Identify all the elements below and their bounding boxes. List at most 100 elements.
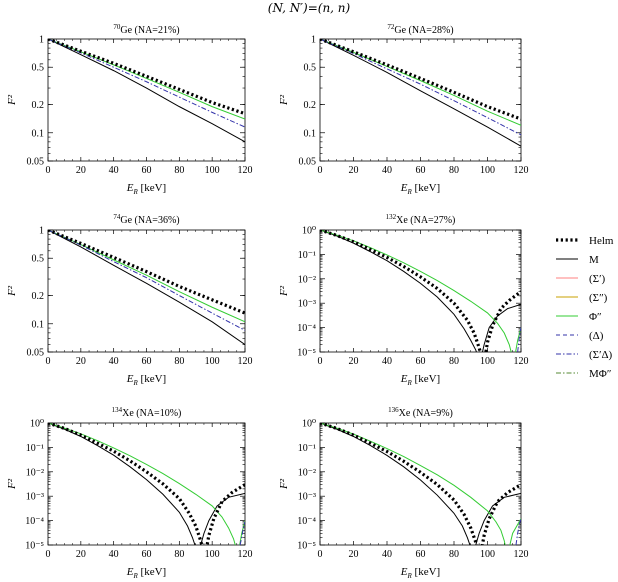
x-tick-label: 40 bbox=[382, 165, 392, 176]
y-tick-label: 10⁻⁴ bbox=[297, 323, 316, 334]
x-tick-label: 20 bbox=[349, 549, 359, 560]
x-tick-label: 0 bbox=[46, 165, 51, 176]
x-axis-label: ER [keV] bbox=[400, 182, 440, 196]
x-axis-label: ER [keV] bbox=[400, 373, 440, 387]
y-tick-label: 0.05 bbox=[27, 348, 45, 359]
series-line-series bbox=[48, 230, 245, 323]
y-tick-label: 1 bbox=[39, 226, 44, 237]
panel-title-text: Ge (NA=28%) bbox=[394, 25, 453, 36]
y-tick-label: 10⁻² bbox=[26, 467, 44, 478]
plot-area bbox=[320, 39, 521, 147]
x-axis-label-subscript: R bbox=[407, 379, 413, 387]
series-line-series bbox=[320, 39, 521, 126]
x-tick-label: 80 bbox=[174, 165, 184, 176]
x-tick-label: 100 bbox=[480, 165, 495, 176]
series-line-m bbox=[320, 39, 521, 147]
chart-panel-70ge: 1 0.5 0.2 0.1 0.050 20 40 60 80 100 120 70Ge (NA=21… bbox=[6, 23, 253, 196]
y-tick-label: 0.1 bbox=[32, 128, 45, 139]
x-tick-label: 20 bbox=[76, 165, 86, 176]
y-tick-label: 0.1 bbox=[304, 128, 317, 139]
x-tick-label: 40 bbox=[109, 356, 119, 367]
series-line-series bbox=[320, 230, 521, 352]
x-tick-label: 20 bbox=[349, 356, 359, 367]
y-tick-label: 10⁰ bbox=[302, 419, 316, 430]
y-tick-label: 0.2 bbox=[32, 291, 45, 302]
y-tick-label: 10⁻⁴ bbox=[297, 516, 316, 527]
x-tick-label: 40 bbox=[382, 549, 392, 560]
plot-frame bbox=[47, 38, 246, 162]
x-tick-label: 60 bbox=[142, 165, 152, 176]
x-tick-label: 0 bbox=[46, 356, 51, 367]
series-line-helm bbox=[48, 230, 245, 315]
x-axis-label-unit: [keV] bbox=[412, 566, 440, 578]
panel-title-text: Xe (NA=9%) bbox=[399, 408, 453, 419]
chart-panel-74ge: 1 0.5 0.2 0.1 0.050 20 40 60 80 100 120 74Ge (NA=36… bbox=[6, 213, 253, 387]
series-line-m bbox=[320, 423, 521, 545]
x-axis-label-subscript: R bbox=[407, 572, 413, 580]
plot-area bbox=[320, 230, 521, 352]
y-tick-label: 0.5 bbox=[32, 63, 45, 74]
y-tick-label: 10⁻² bbox=[298, 274, 316, 285]
plot-frame bbox=[319, 422, 522, 546]
plot-frame bbox=[47, 229, 246, 353]
plot-frame bbox=[319, 38, 522, 162]
x-tick-label: 0 bbox=[318, 549, 323, 560]
y-axis-label: F² bbox=[6, 94, 18, 106]
series-line-series bbox=[48, 39, 245, 120]
y-tick-label: 1 bbox=[311, 35, 316, 46]
y-tick-label: 10⁻¹ bbox=[298, 443, 316, 454]
y-tick-label: 10⁰ bbox=[30, 419, 44, 430]
x-tick-label: 120 bbox=[238, 165, 253, 176]
panel-title: 74Ge (NA=36%) bbox=[113, 213, 179, 226]
x-tick-label: 120 bbox=[514, 549, 529, 560]
plot-area bbox=[320, 423, 521, 545]
y-tick-label: 10⁻¹ bbox=[298, 250, 316, 261]
series-line-m bbox=[48, 423, 245, 545]
y-tick-label: 10⁻³ bbox=[298, 492, 316, 503]
plot-area bbox=[48, 39, 245, 143]
x-axis-label-symbol: E bbox=[400, 373, 408, 385]
y-tick-label: 0.5 bbox=[32, 254, 45, 265]
panel-title: 136Xe (NA=9%) bbox=[388, 406, 453, 419]
series-line-series bbox=[515, 518, 521, 545]
plot-area bbox=[48, 230, 245, 345]
x-tick-label: 100 bbox=[480, 549, 495, 560]
x-tick-label: 60 bbox=[142, 356, 152, 367]
x-axis-label: ER [keV] bbox=[126, 373, 166, 387]
x-tick-label: 80 bbox=[449, 165, 459, 176]
panel-title-mass-number: 132 bbox=[386, 213, 397, 221]
series-line-helm bbox=[320, 423, 521, 545]
panel-title-text: Ge (NA=21%) bbox=[120, 25, 179, 36]
legend-label: (Σ′Δ) bbox=[589, 349, 613, 361]
y-tick-label: 0.5 bbox=[304, 63, 317, 74]
chart-panel-136xe: 10⁰ 10⁻¹ 10⁻² 10⁻³ 10⁻⁴ 10⁻⁵0 20 40 60 80 100 120 13… bbox=[278, 406, 529, 580]
y-axis-label: F² bbox=[278, 285, 290, 297]
x-axis-label-unit: [keV] bbox=[412, 373, 440, 385]
legend-label: MΦ″ bbox=[589, 368, 611, 380]
series-line-series bbox=[239, 521, 245, 545]
x-tick-label: 100 bbox=[205, 356, 220, 367]
y-tick-label: 1 bbox=[39, 35, 44, 46]
x-tick-label: 100 bbox=[480, 356, 495, 367]
y-tick-label: 0.05 bbox=[27, 157, 45, 168]
x-tick-label: 60 bbox=[416, 549, 426, 560]
x-tick-label: 0 bbox=[318, 165, 323, 176]
x-tick-label: 80 bbox=[449, 549, 459, 560]
x-tick-label: 80 bbox=[174, 356, 184, 367]
series-line-series bbox=[48, 230, 245, 331]
panel-title-mass-number: 136 bbox=[388, 406, 399, 414]
y-tick-label: 10⁻⁴ bbox=[25, 516, 44, 527]
series-line-helm bbox=[48, 423, 245, 545]
y-tick-label: 10⁻² bbox=[298, 467, 316, 478]
plot-area bbox=[48, 423, 245, 545]
series-line-helm bbox=[48, 39, 245, 116]
x-axis-label: ER [keV] bbox=[400, 566, 440, 580]
series-line-series bbox=[48, 39, 245, 128]
x-axis-label-symbol: E bbox=[400, 566, 408, 578]
x-tick-label: 120 bbox=[238, 549, 253, 560]
chart-panel-132xe: 10⁰ 10⁻¹ 10⁻² 10⁻³ 10⁻⁴ 10⁻⁵0 20 40 60 80 100 120 13… bbox=[278, 213, 529, 387]
legend-label: (Δ) bbox=[589, 330, 604, 342]
legend-label: M bbox=[589, 254, 599, 266]
x-tick-label: 40 bbox=[382, 356, 392, 367]
x-axis-label-subscript: R bbox=[133, 188, 139, 196]
